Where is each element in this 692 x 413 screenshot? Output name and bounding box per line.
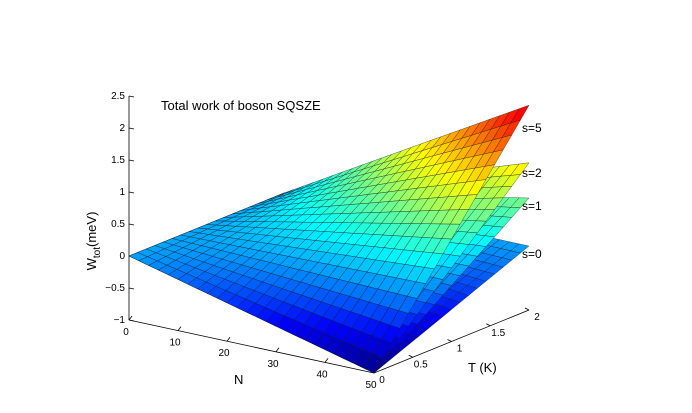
- chart-title: Total work of boson SQSZE: [161, 98, 321, 113]
- x-tick-label: 40: [316, 369, 328, 380]
- series-label-s2: s=2: [522, 166, 542, 180]
- z-axis-label-unit: (meV): [84, 212, 99, 247]
- y-tick: [486, 323, 491, 327]
- y-tick-label: 1.5: [491, 328, 505, 339]
- surface-plot: [128, 104, 530, 374]
- z-axis-label: Wtot(meV): [84, 212, 103, 271]
- z-tick-label: −0.5: [105, 283, 125, 294]
- x-tick: [177, 326, 182, 331]
- x-tick: [128, 315, 133, 321]
- x-tick-label: 30: [267, 359, 279, 370]
- series-label-s5: s=5: [522, 121, 542, 135]
- surface-s5: [128, 104, 530, 374]
- y-tick-label: 0: [379, 375, 385, 386]
- y-axis-label: T (K): [468, 360, 497, 375]
- y-tick: [447, 339, 452, 342]
- y-tick: [524, 307, 530, 311]
- z-tick: [128, 223, 135, 226]
- surface-cell: [363, 353, 383, 374]
- z-tick-label: 1.5: [111, 155, 125, 166]
- x-tick: [324, 358, 329, 363]
- y-tick-label: 2: [534, 312, 540, 323]
- x-tick-label: 50: [365, 380, 377, 391]
- y-tick-label: 0.5: [414, 359, 428, 370]
- z-axis-label-sub: tot: [92, 247, 103, 258]
- x-tick-label: 20: [218, 348, 230, 359]
- z-tick: [128, 95, 135, 98]
- series-label-s0: s=0: [522, 247, 542, 261]
- y-tick: [408, 354, 413, 358]
- z-axis-label-main: W: [84, 257, 99, 270]
- x-axis-label: N: [234, 372, 243, 387]
- series-label-s1: s=1: [522, 199, 542, 213]
- y-tick-label: 1: [457, 344, 463, 355]
- x-tick: [275, 347, 280, 353]
- x-tick: [226, 336, 231, 342]
- z-tick-label: 1: [119, 187, 125, 198]
- x-tick-label: 10: [169, 338, 181, 349]
- z-tick: [128, 319, 135, 322]
- z-tick-label: 0.5: [111, 219, 125, 230]
- x-tick-label: 0: [123, 327, 129, 338]
- z-tick: [128, 191, 135, 194]
- z-tick: [128, 159, 135, 162]
- z-tick-label: −1: [114, 315, 126, 326]
- z-tick: [128, 127, 135, 130]
- z-tick-label: 2.5: [111, 91, 125, 102]
- z-tick: [128, 287, 135, 290]
- x-axis-line: [128, 319, 375, 374]
- z-tick-label: 0: [119, 251, 125, 262]
- z-tick-label: 2: [119, 123, 125, 134]
